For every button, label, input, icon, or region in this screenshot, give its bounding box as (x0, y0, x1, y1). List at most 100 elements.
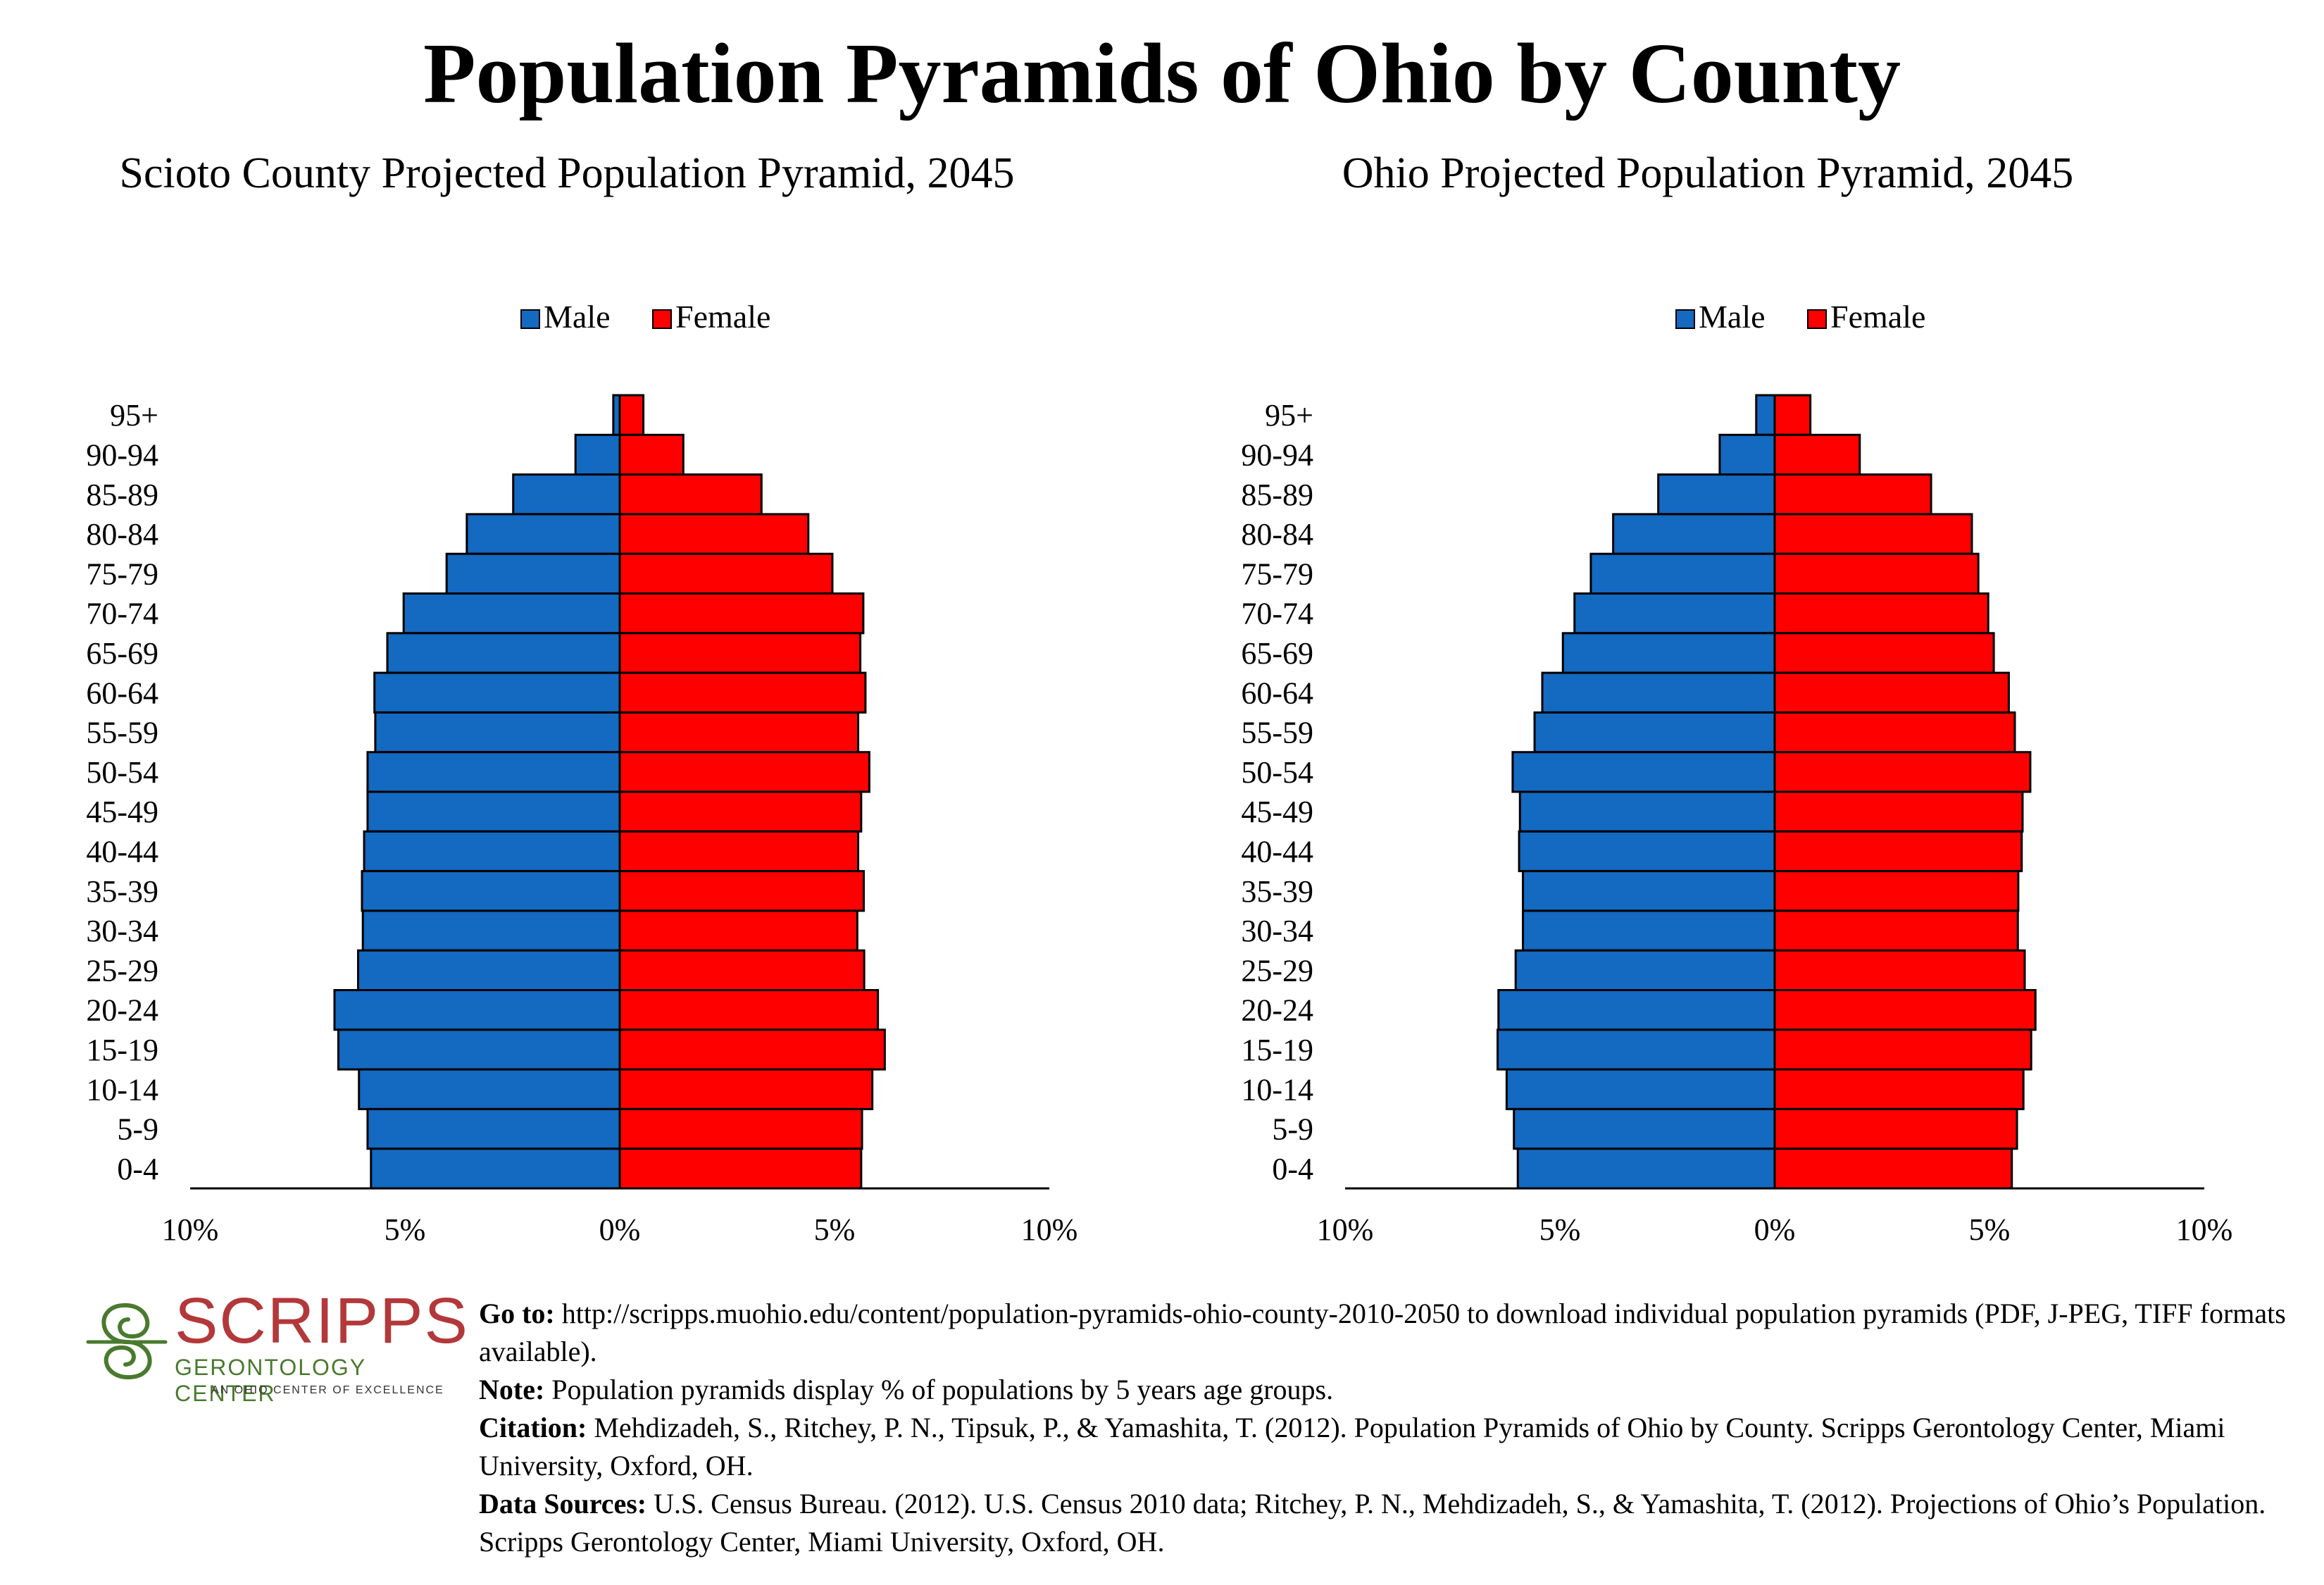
age-label-80-84: 80-84 (86, 517, 158, 552)
scripps-logo: SCRIPPS GERONTOLOGY CENTER AN OHIO CENTE… (85, 1286, 468, 1409)
logo-subtitle: GERONTOLOGY CENTER (175, 1355, 366, 1406)
bar-male-10-14 (358, 1068, 621, 1110)
age-label-5-9: 5-9 (1272, 1112, 1313, 1147)
x-tick-label: 10% (2176, 1212, 2233, 1247)
note-note: Note: Population pyramids display % of p… (479, 1371, 2310, 1409)
bar-female-55-59 (618, 711, 860, 754)
bar-female-65-69 (1773, 632, 1995, 674)
x-tick-label: 10% (162, 1212, 219, 1247)
bar-male-45-49 (366, 790, 621, 833)
note-goto: Go to: http://scripps.muohio.edu/content… (479, 1295, 2310, 1371)
age-label-65-69: 65-69 (86, 636, 158, 671)
bar-female-45-49 (1773, 790, 2024, 833)
bar-male-30-34 (1522, 909, 1776, 952)
bar-male-65-69 (1561, 632, 1776, 674)
bar-male-45-49 (1518, 790, 1776, 833)
bar-male-85-89 (512, 473, 621, 516)
bar-female-95+ (618, 394, 645, 436)
age-label-85-89: 85-89 (1241, 478, 1313, 512)
bar-male-25-29 (357, 949, 621, 991)
bar-female-15-19 (1773, 1028, 2032, 1071)
bar-male-55-59 (1533, 711, 1776, 754)
legend-label-female: Female (675, 299, 770, 335)
bar-male-95+ (1755, 394, 1776, 436)
age-label-5-9: 5-9 (117, 1112, 158, 1147)
bar-female-90-94 (618, 433, 685, 476)
pyramid-svg-1: Ohio Projected Population Pyramid, 2045 M… (1241, 149, 2233, 1247)
legend: Male Female (1675, 299, 1925, 335)
chart-title: Ohio Projected Population Pyramid, 2045 (1342, 149, 2073, 197)
age-label-70-74: 70-74 (86, 597, 158, 631)
legend-swatch-female (1807, 309, 1827, 329)
bar-male-5-9 (366, 1107, 621, 1150)
note-note-label: Note: (479, 1374, 545, 1405)
footer-notes: Go to: http://scripps.muohio.edu/content… (479, 1295, 2310, 1561)
age-label-60-64: 60-64 (86, 676, 158, 710)
bar-male-20-24 (1497, 989, 1776, 1031)
pyramid-svg-0: Scioto County Projected Population Pyram… (86, 149, 1077, 1247)
note-goto-text: http://scripps.muohio.edu/content/popula… (479, 1298, 2286, 1367)
bar-male-55-59 (374, 711, 621, 754)
x-tick-label: 5% (385, 1212, 426, 1247)
note-note-text: Population pyramids display % of populat… (544, 1374, 1334, 1405)
bar-female-30-34 (618, 909, 858, 952)
age-label-50-54: 50-54 (86, 755, 158, 790)
bar-female-35-39 (618, 870, 865, 912)
bar-female-0-4 (618, 1148, 863, 1190)
age-label-95+: 95+ (110, 398, 158, 433)
bar-female-60-64 (1773, 671, 2010, 714)
bar-male-15-19 (337, 1028, 621, 1071)
legend-swatch-male (520, 309, 540, 329)
age-label-60-64: 60-64 (1241, 676, 1313, 710)
age-label-45-49: 45-49 (86, 795, 158, 829)
bar-female-80-84 (1773, 513, 1973, 555)
bar-male-90-94 (1718, 433, 1776, 476)
bar-female-55-59 (1773, 711, 2016, 754)
bar-female-5-9 (618, 1107, 863, 1150)
bar-female-25-29 (1773, 949, 2026, 991)
x-tick-label: 0% (1754, 1212, 1796, 1247)
bar-male-60-64 (1541, 671, 1776, 714)
bar-male-5-9 (1513, 1107, 1776, 1150)
bar-male-15-19 (1497, 1028, 1776, 1071)
main-title: Population Pyramids of Ohio by County (423, 26, 1901, 121)
age-label-25-29: 25-29 (1241, 953, 1313, 988)
bar-male-90-94 (574, 433, 621, 476)
ohio-pyramid-chart: Ohio Projected Population Pyramid, 2045 M… (1155, 141, 2310, 1268)
bar-female-95+ (1773, 394, 1812, 436)
age-label-80-84: 80-84 (1241, 517, 1313, 552)
legend-label-female: Female (1830, 299, 1925, 335)
bar-female-30-34 (1773, 909, 2019, 952)
bar-female-40-44 (618, 830, 860, 873)
age-label-30-34: 30-34 (86, 914, 158, 948)
bar-female-65-69 (618, 632, 862, 674)
note-citation: Citation: Mehdizadeh, S., Ritchey, P. N.… (479, 1409, 2310, 1485)
bar-female-15-19 (618, 1028, 886, 1071)
bar-male-70-74 (402, 592, 621, 635)
age-label-10-14: 10-14 (86, 1072, 158, 1107)
bar-female-75-79 (1773, 552, 1980, 595)
bar-female-45-49 (618, 790, 863, 833)
age-label-10-14: 10-14 (1241, 1072, 1313, 1107)
legend-label-male: Male (1699, 299, 1766, 335)
legend-swatch-male (1675, 309, 1695, 329)
bar-male-20-24 (333, 989, 621, 1031)
x-tick-label: 5% (1539, 1212, 1581, 1247)
bar-male-75-79 (445, 552, 621, 595)
age-label-90-94: 90-94 (1241, 437, 1313, 472)
bar-female-20-24 (1773, 989, 2037, 1031)
age-label-70-74: 70-74 (1241, 597, 1313, 631)
bar-female-75-79 (618, 552, 834, 595)
bar-female-70-74 (618, 592, 865, 635)
bar-male-85-89 (1657, 473, 1776, 516)
bar-male-0-4 (1516, 1148, 1776, 1190)
bar-female-50-54 (618, 751, 870, 793)
legend-swatch-female (652, 309, 672, 329)
note-citation-text: Mehdizadeh, S., Ritchey, P. N., Tipsuk, … (479, 1412, 2225, 1481)
bar-male-50-54 (366, 751, 621, 793)
legend: Male Female (520, 299, 770, 335)
chart-title: Scioto County Projected Population Pyram… (120, 149, 1015, 197)
logo-tagline: AN OHIO CENTER OF EXCELLENCE (211, 1384, 444, 1396)
bar-female-20-24 (618, 989, 880, 1031)
age-label-95+: 95+ (1265, 398, 1313, 433)
